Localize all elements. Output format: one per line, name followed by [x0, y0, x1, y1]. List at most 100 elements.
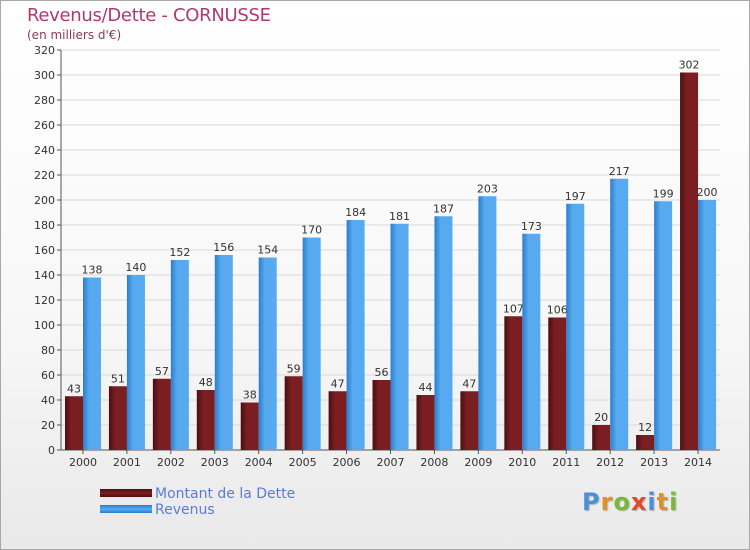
y-tick-label: 220 — [34, 169, 55, 182]
bar-revenue — [346, 220, 365, 450]
data-label-debt: 47 — [331, 377, 345, 390]
legend-swatch-debt — [100, 489, 152, 497]
bar-revenue — [522, 233, 541, 450]
x-tick-label: 2006 — [333, 456, 361, 469]
data-label-debt: 56 — [375, 366, 389, 379]
data-label-revenue: 200 — [697, 186, 718, 199]
logo-letter: o — [613, 488, 631, 516]
data-label-revenue: 152 — [169, 246, 190, 259]
data-label-revenue: 217 — [609, 165, 630, 178]
bar-revenue — [126, 275, 145, 450]
bar-revenue — [698, 200, 717, 450]
bar-revenue — [170, 260, 189, 450]
x-tick-label: 2000 — [69, 456, 97, 469]
data-label-debt: 38 — [243, 389, 257, 402]
bar-revenue — [434, 216, 453, 450]
bar-debt — [108, 386, 127, 450]
bar-revenue — [654, 201, 673, 450]
bar-revenue — [83, 277, 101, 450]
logo-letter: i — [647, 488, 657, 516]
x-tick-label: 2012 — [596, 456, 624, 469]
bar-debt — [65, 396, 83, 450]
bar-revenue — [478, 196, 497, 450]
data-label-debt: 59 — [287, 362, 301, 375]
data-label-revenue: 173 — [521, 220, 542, 233]
data-label-revenue: 199 — [653, 187, 674, 200]
legend-swatch-revenue — [100, 505, 152, 513]
data-label-debt: 51 — [111, 372, 125, 385]
legend-label-revenue: Revenus — [155, 502, 215, 518]
proxiti-logo: Proxiti — [582, 488, 678, 516]
x-tick-label: 2002 — [157, 456, 185, 469]
data-label-debt: 47 — [462, 377, 476, 390]
bar-debt — [240, 402, 259, 450]
bar-debt — [328, 391, 347, 450]
bar-debt — [504, 316, 523, 450]
data-label-debt: 57 — [155, 365, 169, 378]
bar-debt — [592, 425, 611, 450]
logo-letter: r — [600, 488, 614, 516]
x-tick-label: 2009 — [464, 456, 492, 469]
bar-revenue — [390, 223, 409, 450]
data-label-revenue: 187 — [433, 202, 454, 215]
y-tick-label: 260 — [34, 119, 55, 132]
bar-debt — [548, 317, 567, 450]
bar-revenue — [610, 178, 629, 450]
data-label-revenue: 181 — [389, 210, 410, 223]
y-tick-label: 20 — [41, 419, 55, 432]
bar-revenue — [302, 237, 321, 450]
y-tick-label: 120 — [34, 294, 55, 307]
y-tick-label: 40 — [41, 394, 55, 407]
bar-debt — [196, 390, 215, 450]
bar-revenue — [214, 255, 233, 450]
y-tick-label: 100 — [34, 319, 55, 332]
y-tick-label: 240 — [34, 144, 55, 157]
chart-subtitle: (en milliers d'€) — [27, 28, 122, 42]
y-tick-label: 140 — [34, 269, 55, 282]
y-tick-label: 300 — [34, 69, 55, 82]
bar-debt — [152, 378, 171, 450]
bar-debt — [680, 72, 699, 450]
x-tick-label: 2013 — [640, 456, 668, 469]
data-label-revenue: 156 — [213, 241, 234, 254]
logo-letter: P — [582, 488, 601, 516]
data-label-debt: 107 — [503, 302, 524, 315]
x-tick-label: 2007 — [377, 456, 405, 469]
data-label-revenue: 197 — [565, 190, 586, 203]
bar-revenue — [566, 203, 585, 450]
y-tick-label: 60 — [41, 369, 55, 382]
data-label-revenue: 203 — [477, 182, 498, 195]
y-tick-label: 80 — [41, 344, 55, 357]
data-label-debt: 20 — [594, 411, 608, 424]
bar-debt — [460, 391, 479, 450]
x-tick-label: 2008 — [420, 456, 448, 469]
x-tick-label: 2005 — [289, 456, 317, 469]
x-tick-label: 2001 — [113, 456, 141, 469]
x-tick-label: 2011 — [552, 456, 580, 469]
data-label-debt: 44 — [418, 381, 432, 394]
chart-title: Revenus/Dette - CORNUSSE — [27, 5, 271, 26]
logo-letter: i — [669, 488, 679, 516]
x-tick-label: 2010 — [508, 456, 536, 469]
y-tick-label: 280 — [34, 94, 55, 107]
data-label-debt: 48 — [199, 376, 213, 389]
x-tick-label: 2004 — [245, 456, 273, 469]
bar-debt — [284, 376, 303, 450]
x-tick-label: 2003 — [201, 456, 229, 469]
logo-letter: t — [656, 488, 670, 516]
x-tick-label: 2014 — [684, 456, 712, 469]
data-label-revenue: 170 — [301, 224, 322, 237]
y-tick-label: 200 — [34, 194, 55, 207]
data-label-revenue: 154 — [257, 244, 278, 257]
y-tick-label: 0 — [48, 444, 55, 457]
data-label-revenue: 184 — [345, 206, 366, 219]
data-label-debt: 106 — [547, 304, 568, 317]
bar-debt — [372, 380, 391, 450]
y-tick-label: 180 — [34, 219, 55, 232]
data-label-debt: 12 — [638, 421, 652, 434]
data-label-debt: 302 — [679, 59, 700, 72]
bar-debt — [416, 395, 435, 450]
bar-revenue — [258, 257, 277, 450]
data-label-debt: 43 — [67, 382, 81, 395]
logo-letter: x — [630, 488, 648, 516]
